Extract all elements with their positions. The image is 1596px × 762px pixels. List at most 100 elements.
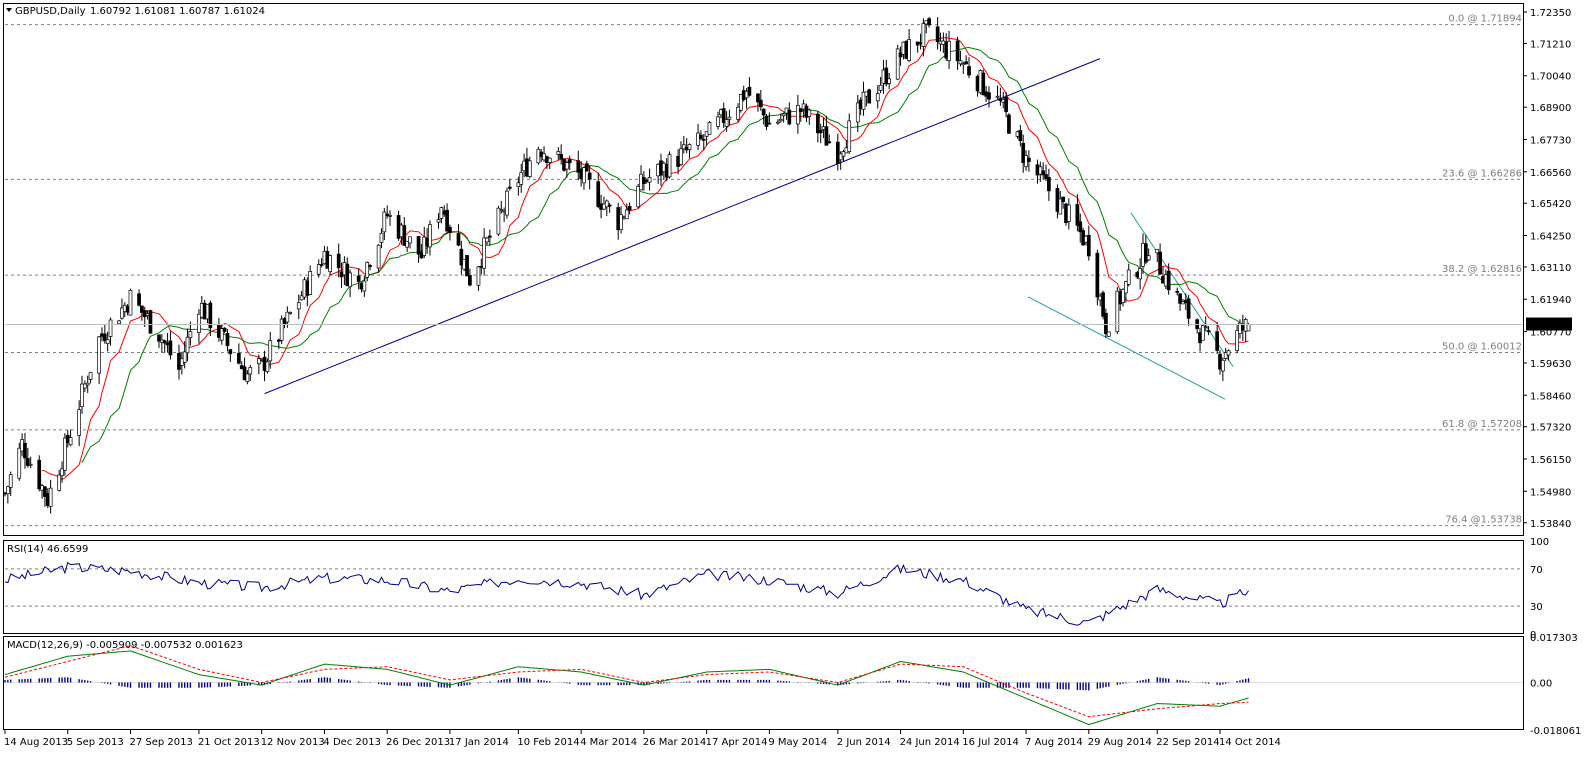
candle-body: [108, 319, 113, 337]
candle-body: [1038, 166, 1043, 175]
macd-tick-label: 0.00: [1530, 679, 1552, 690]
price-tick-label: 1.70040: [1530, 72, 1571, 83]
candle-body: [237, 352, 241, 364]
candle-body: [835, 141, 840, 164]
moving-averages: [42, 37, 1249, 481]
date-tick-label: 12 Nov 2013: [261, 737, 325, 748]
candle-body: [140, 305, 144, 313]
candle-body: [647, 177, 652, 183]
candle-body: [827, 141, 832, 144]
fib-label: 38.2 @ 1.62816: [1442, 264, 1522, 275]
price-tick-label: 1.56150: [1530, 455, 1571, 466]
candle-body: [907, 39, 911, 61]
candle-body: [319, 264, 324, 266]
rsi-tick-label: 0: [1530, 630, 1536, 641]
candle-body: [485, 237, 489, 243]
price-tick-label: 1.61940: [1530, 295, 1571, 306]
symbol-header: GBPUSD,Daily: [15, 6, 86, 17]
candle-body: [242, 366, 247, 381]
price-tick-label: 1.57320: [1530, 423, 1571, 434]
candle-body: [778, 118, 783, 122]
candle-body: [402, 225, 407, 246]
candle-body: [507, 186, 512, 189]
rsi-series-line: [4, 561, 1249, 626]
candle-body: [781, 113, 786, 117]
candle-body: [1106, 331, 1111, 337]
price-tick-label: 1.58460: [1530, 391, 1571, 402]
date-tick-label: 26 Dec 2013: [386, 737, 450, 748]
candle-body: [627, 205, 632, 211]
candle-body: [1221, 359, 1225, 372]
candle-body: [228, 349, 233, 355]
candle-body: [687, 144, 692, 150]
candle-body: [955, 40, 960, 62]
price-tick-label: 1.63110: [1530, 263, 1571, 274]
candle-body: [222, 327, 227, 332]
ma-fast-line: [42, 37, 1249, 481]
candle-body: [724, 119, 729, 127]
candle-body: [83, 383, 87, 389]
candle-body: [265, 361, 270, 373]
candle-body: [8, 474, 13, 488]
candle-body: [85, 382, 90, 386]
candle-body: [761, 108, 766, 116]
candle-body: [624, 209, 629, 220]
candle-body: [519, 172, 524, 185]
candle-body: [385, 213, 390, 217]
candle-body: [1178, 293, 1182, 304]
rsi-line: [4, 561, 1249, 626]
candle-body: [787, 109, 792, 125]
candle-body: [416, 236, 421, 255]
candle-body: [758, 99, 763, 108]
dropdown-triangle-icon[interactable]: [6, 8, 12, 12]
candle-body: [1155, 248, 1160, 254]
candle-body: [727, 116, 732, 120]
candle-body: [308, 270, 313, 295]
date-tick-label: 9 May 2014: [768, 737, 827, 748]
candle-body: [947, 40, 951, 61]
price-tick-label: 1.72350: [1530, 8, 1571, 19]
candle-body: [117, 320, 121, 325]
candle-body: [1018, 130, 1023, 142]
candle-body: [496, 207, 501, 235]
candle-body: [887, 78, 892, 84]
candle-body: [23, 442, 27, 459]
date-tick-label: 17 Jan 2014: [449, 737, 509, 748]
candle-body: [582, 167, 586, 184]
date-tick-label: 16 Jul 2014: [962, 737, 1019, 748]
date-tick-label: 4 Mar 2014: [580, 737, 637, 748]
candle-body: [855, 102, 860, 123]
candle-body: [499, 209, 504, 212]
candle-body: [182, 351, 187, 363]
date-tick-label: 17 Apr 2014: [706, 737, 768, 748]
candle-body: [459, 248, 464, 266]
price-tick-label: 1.64250: [1530, 232, 1571, 243]
last-price-label: 1.61024: [1530, 321, 1571, 332]
date-tick-label: 2 Jun 2014: [837, 737, 891, 748]
candle-body: [878, 84, 883, 91]
price-tick-label: 1.67730: [1530, 135, 1571, 146]
macd-header: MACD(12,26,9) -0.005909 -0.007532 0.0016…: [7, 640, 243, 651]
candle-body: [587, 172, 592, 180]
candle-body: [667, 154, 672, 178]
candle-body: [884, 67, 889, 85]
date-tick-label: 24 Jun 2014: [900, 737, 960, 748]
candle-body: [796, 104, 800, 125]
candle-body: [1086, 234, 1091, 257]
candle-body: [696, 132, 700, 146]
candle-body: [1027, 157, 1031, 162]
candle-body: [776, 121, 780, 124]
candle-body: [362, 280, 367, 292]
candle-body: [1066, 204, 1071, 222]
candle-body: [895, 48, 900, 80]
candle-body: [807, 109, 812, 117]
candle-body: [798, 108, 803, 113]
candle-body: [567, 159, 572, 164]
candle-body: [1047, 177, 1051, 192]
candle-body: [964, 61, 969, 65]
candle-body: [80, 383, 84, 408]
candle-body: [1143, 243, 1148, 263]
candle-body: [208, 302, 213, 329]
candle-body: [559, 154, 564, 160]
